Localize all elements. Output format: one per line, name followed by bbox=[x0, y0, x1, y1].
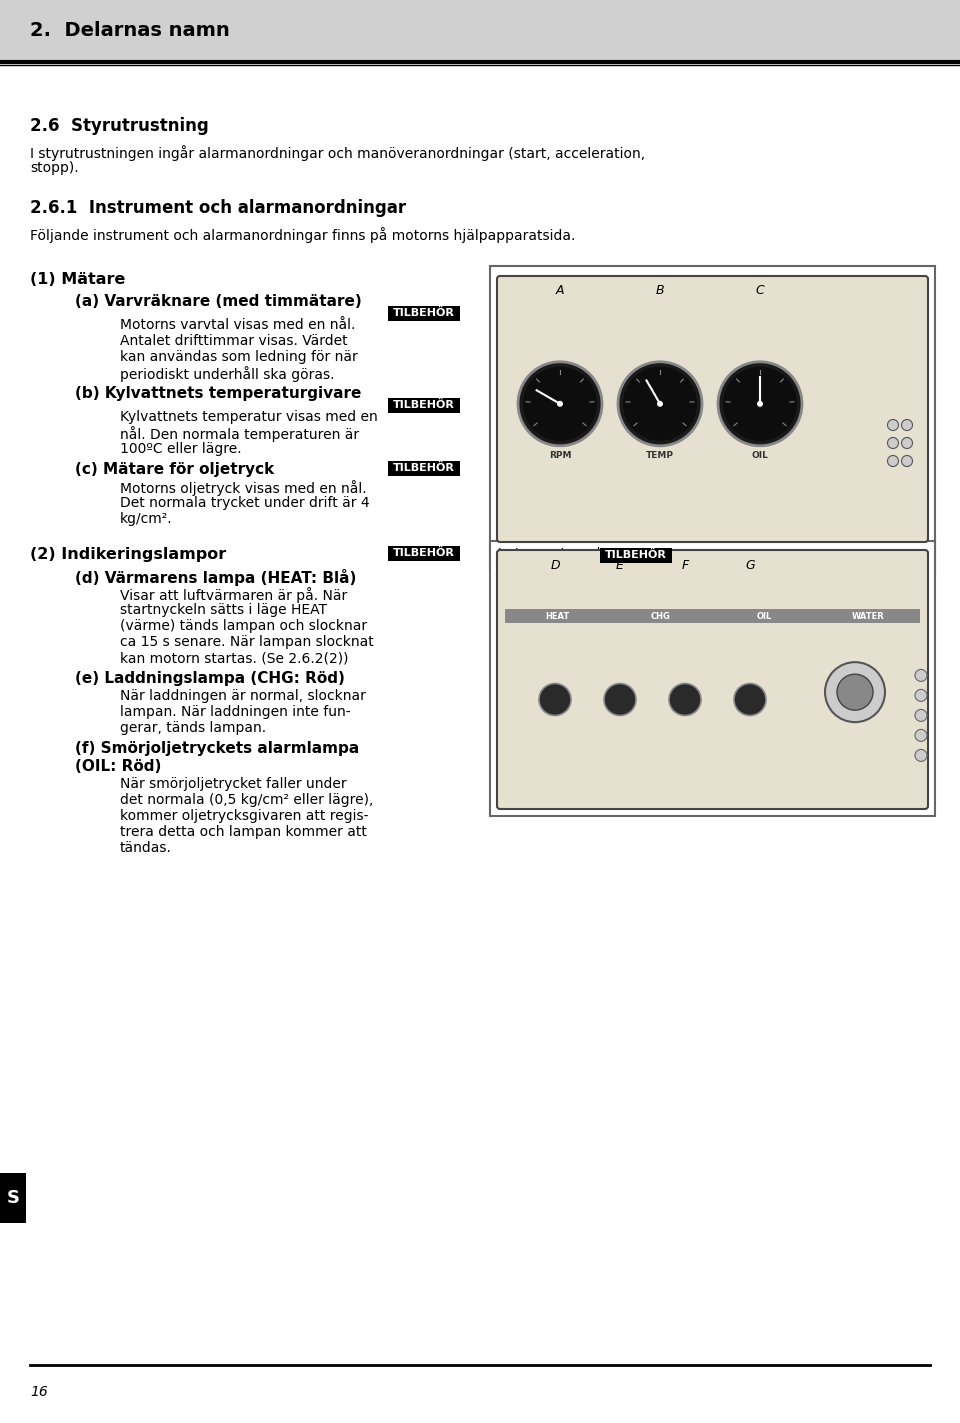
Text: ca 15 s senare. När lampan slocknat: ca 15 s senare. När lampan slocknat bbox=[120, 635, 373, 649]
Circle shape bbox=[837, 675, 873, 710]
Text: CHG: CHG bbox=[651, 612, 671, 620]
Text: C: C bbox=[756, 285, 764, 297]
Text: det normala (0,5 kg/cm² eller lägre),: det normala (0,5 kg/cm² eller lägre), bbox=[120, 793, 373, 807]
Text: E: E bbox=[616, 559, 624, 572]
Text: tändas.: tändas. bbox=[120, 841, 172, 855]
Circle shape bbox=[623, 367, 697, 441]
Text: 100ºC eller lägre.: 100ºC eller lägre. bbox=[120, 443, 242, 455]
FancyBboxPatch shape bbox=[388, 545, 460, 561]
Text: TILBEHÖR: TILBEHÖR bbox=[393, 548, 455, 558]
Text: (d) Värmarens lampa (HEAT: Blå): (d) Värmarens lampa (HEAT: Blå) bbox=[75, 569, 356, 586]
FancyBboxPatch shape bbox=[600, 548, 672, 562]
Text: OIL: OIL bbox=[756, 612, 772, 620]
Text: (a) Varvräknare (med timmätare): (a) Varvräknare (med timmätare) bbox=[75, 295, 362, 309]
Circle shape bbox=[915, 689, 927, 702]
Text: (1) Mätare: (1) Mätare bbox=[30, 272, 126, 287]
Circle shape bbox=[734, 683, 766, 716]
Text: A: A bbox=[556, 285, 564, 297]
Circle shape bbox=[915, 710, 927, 721]
Circle shape bbox=[523, 367, 597, 441]
Text: F: F bbox=[682, 559, 688, 572]
FancyBboxPatch shape bbox=[497, 276, 928, 542]
Text: gerar, tänds lampan.: gerar, tänds lampan. bbox=[120, 721, 266, 736]
Text: OIL: OIL bbox=[752, 451, 768, 460]
Text: (c) Mätare för oljetryck: (c) Mätare för oljetryck bbox=[75, 462, 275, 477]
Circle shape bbox=[915, 730, 927, 741]
FancyBboxPatch shape bbox=[0, 1173, 26, 1222]
Text: RPM: RPM bbox=[549, 451, 571, 460]
Circle shape bbox=[669, 683, 701, 716]
FancyBboxPatch shape bbox=[505, 609, 920, 623]
Text: Kylvattnets temperatur visas med en: Kylvattnets temperatur visas med en bbox=[120, 410, 377, 424]
FancyBboxPatch shape bbox=[497, 551, 928, 810]
Circle shape bbox=[901, 420, 913, 431]
Text: Följande instrument och alarmanordningar finns på motorns hjälpapparatsida.: Följande instrument och alarmanordningar… bbox=[30, 228, 575, 243]
Text: När laddningen är normal, slocknar: När laddningen är normal, slocknar bbox=[120, 689, 366, 703]
Circle shape bbox=[518, 361, 602, 445]
Text: TEMP: TEMP bbox=[646, 451, 674, 460]
Text: TILBEHÖR: TILBEHÖR bbox=[605, 549, 667, 561]
FancyBboxPatch shape bbox=[388, 306, 460, 320]
Circle shape bbox=[887, 420, 899, 431]
Circle shape bbox=[718, 361, 802, 445]
Text: D: D bbox=[550, 559, 560, 572]
Circle shape bbox=[557, 401, 563, 407]
Text: (värme) tänds lampan och slocknar: (värme) tänds lampan och slocknar bbox=[120, 619, 367, 633]
Text: HEAT: HEAT bbox=[544, 612, 569, 620]
Text: Motorns varvtal visas med en nål.: Motorns varvtal visas med en nål. bbox=[120, 317, 355, 332]
Circle shape bbox=[604, 683, 636, 716]
Circle shape bbox=[887, 455, 899, 467]
FancyBboxPatch shape bbox=[388, 461, 460, 475]
Text: Visar att luftvärmaren är på. När: Visar att luftvärmaren är på. När bbox=[120, 588, 348, 603]
Text: (f) Smörjoljetryckets alarmlampa: (f) Smörjoljetryckets alarmlampa bbox=[75, 741, 359, 756]
Text: I styrutrustningen ingår alarmanordningar och manöveranordningar (start, acceler: I styrutrustningen ingår alarmanordninga… bbox=[30, 145, 645, 161]
Text: kommer oljetrycksgivaren att regis-: kommer oljetrycksgivaren att regis- bbox=[120, 810, 369, 822]
Circle shape bbox=[723, 367, 797, 441]
Text: G: G bbox=[745, 559, 755, 572]
Text: kan motorn startas. (Se 2.6.2(2)): kan motorn startas. (Se 2.6.2(2)) bbox=[120, 650, 348, 665]
Circle shape bbox=[757, 401, 763, 407]
Text: Motorns oljetryck visas med en nål.: Motorns oljetryck visas med en nål. bbox=[120, 480, 367, 497]
Text: Instrumentpanel: Instrumentpanel bbox=[498, 546, 601, 561]
Text: trera detta och lampan kommer att: trera detta och lampan kommer att bbox=[120, 825, 367, 840]
Text: kg/cm².: kg/cm². bbox=[120, 512, 173, 527]
Text: 2.6  Styrutrustning: 2.6 Styrutrustning bbox=[30, 117, 208, 135]
FancyBboxPatch shape bbox=[0, 0, 960, 63]
Circle shape bbox=[901, 437, 913, 448]
Text: S: S bbox=[7, 1190, 19, 1207]
Text: (e) Laddningslampa (CHG: Röd): (e) Laddningslampa (CHG: Röd) bbox=[75, 672, 345, 686]
Circle shape bbox=[539, 683, 571, 716]
FancyBboxPatch shape bbox=[490, 266, 935, 571]
Text: Antalet drifttimmar visas. Värdet: Antalet drifttimmar visas. Värdet bbox=[120, 334, 348, 349]
Text: 16: 16 bbox=[30, 1385, 48, 1399]
Text: WATER: WATER bbox=[852, 612, 884, 620]
Text: kan användas som ledning för när: kan användas som ledning för när bbox=[120, 350, 358, 364]
Circle shape bbox=[915, 750, 927, 761]
Text: stopp).: stopp). bbox=[30, 161, 79, 175]
Text: TILBEHÖR: TILBEHÖR bbox=[393, 400, 455, 410]
Text: nål. Den normala temperaturen är: nål. Den normala temperaturen är bbox=[120, 425, 359, 443]
FancyBboxPatch shape bbox=[388, 397, 460, 413]
Text: periodiskt underhåll ska göras.: periodiskt underhåll ska göras. bbox=[120, 366, 334, 381]
Circle shape bbox=[618, 361, 702, 445]
Text: B: B bbox=[656, 285, 664, 297]
Text: (2) Indikeringslampor: (2) Indikeringslampor bbox=[30, 546, 227, 562]
Circle shape bbox=[887, 437, 899, 448]
Text: TILBEHÖR: TILBEHÖR bbox=[393, 462, 455, 472]
Circle shape bbox=[901, 455, 913, 467]
Circle shape bbox=[825, 662, 885, 721]
Text: (b) Kylvattnets temperaturgivare: (b) Kylvattnets temperaturgivare bbox=[75, 386, 361, 401]
Text: TILBEHÖR: TILBEHÖR bbox=[393, 307, 455, 317]
Text: lampan. När laddningen inte fun-: lampan. När laddningen inte fun- bbox=[120, 704, 350, 719]
Circle shape bbox=[657, 401, 663, 407]
Circle shape bbox=[915, 669, 927, 682]
Text: (OIL: Röd): (OIL: Röd) bbox=[75, 758, 161, 774]
Text: 2.6.1  Instrument och alarmanordningar: 2.6.1 Instrument och alarmanordningar bbox=[30, 199, 406, 216]
Text: startnyckeln sätts i läge HEAT: startnyckeln sätts i läge HEAT bbox=[120, 603, 327, 618]
FancyBboxPatch shape bbox=[490, 541, 935, 815]
Text: 2.  Delarnas namn: 2. Delarnas namn bbox=[30, 21, 229, 40]
Text: När smörjoljetrycket faller under: När smörjoljetrycket faller under bbox=[120, 777, 347, 791]
Text: Det normala trycket under drift är 4: Det normala trycket under drift är 4 bbox=[120, 497, 370, 509]
